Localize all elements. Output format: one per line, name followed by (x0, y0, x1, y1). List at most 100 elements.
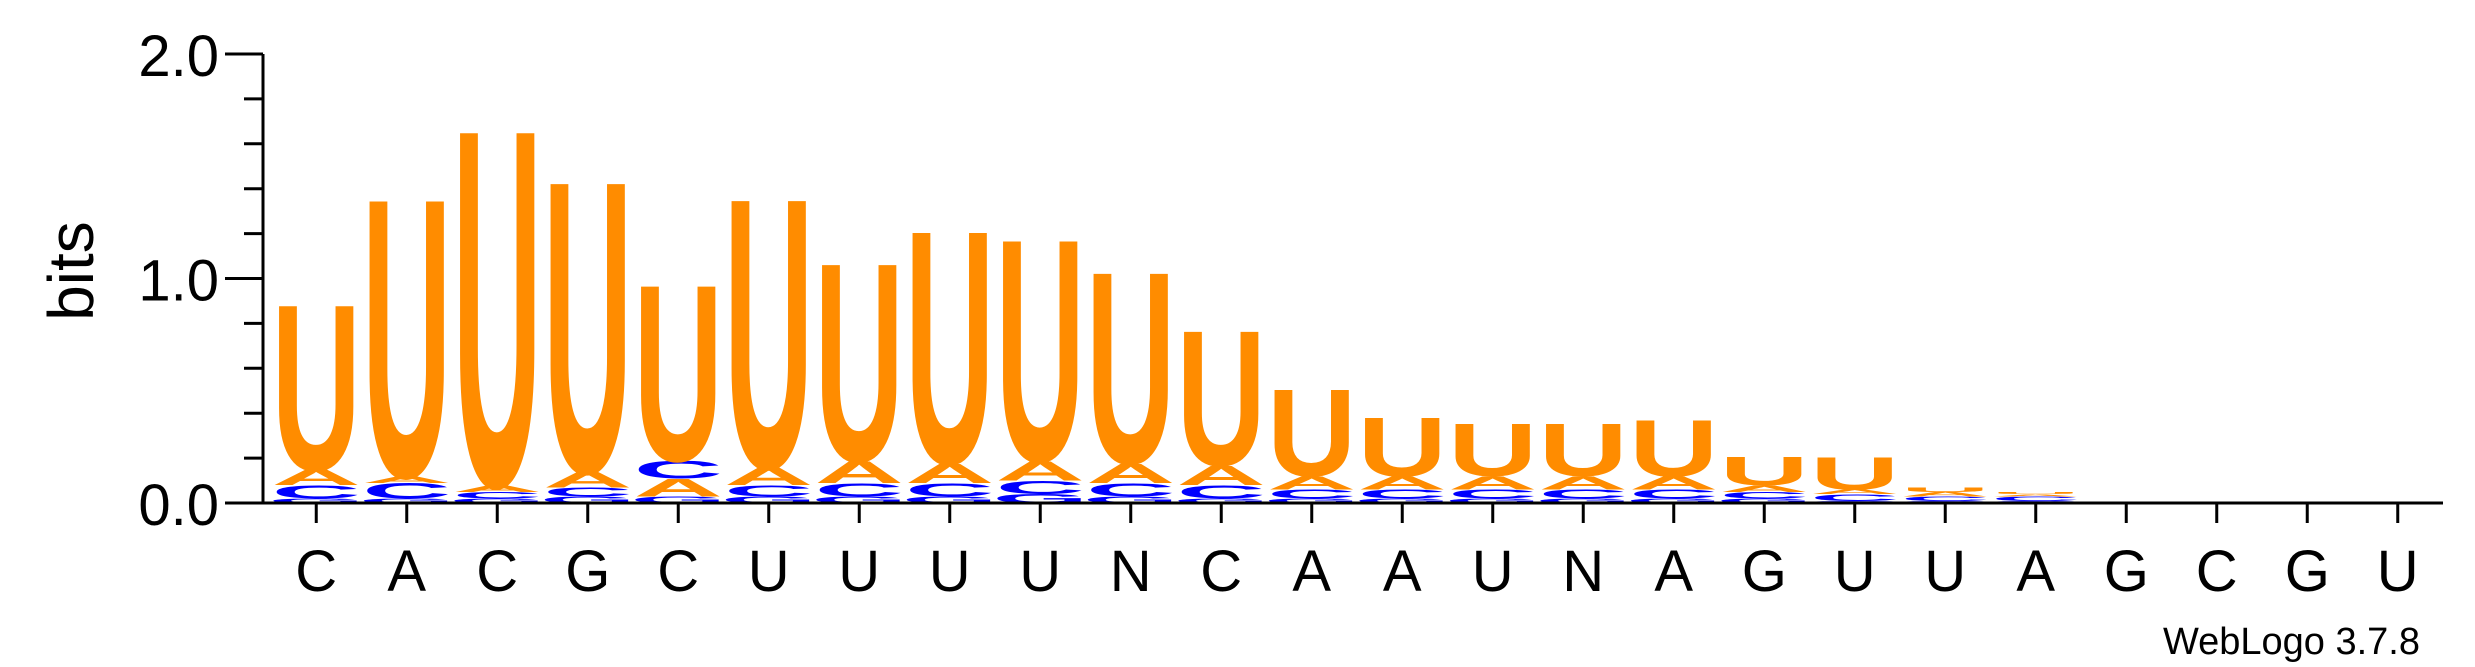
letter-glyph: C (1177, 482, 1266, 503)
letter-glyph: C (634, 456, 723, 484)
stack-letter-G: G (811, 495, 907, 505)
letter-glyph: U (1177, 291, 1266, 507)
letter-glyph: C (1267, 487, 1356, 501)
letter-glyph: C (1991, 495, 2080, 502)
stack-letter-A: A (362, 474, 451, 484)
stack-letter-U: U (453, 22, 542, 594)
stack-letter-U: U (543, 95, 632, 562)
letter-glyph: U (724, 117, 813, 549)
stack-letter-A: A (1086, 457, 1175, 488)
stack-letter-C: C (453, 490, 542, 500)
stack-letter-G: G (1535, 497, 1631, 504)
letter-glyph: C (1358, 487, 1447, 501)
stack-letter-A: A (815, 455, 904, 490)
position-label: U (1019, 539, 1061, 604)
stack-letter-C: C (272, 482, 361, 503)
letter-glyph: U (453, 22, 542, 594)
stack-letter-U: U (1720, 449, 1809, 494)
stack-letter-C: C (1629, 487, 1718, 501)
position-label: A (1383, 539, 1422, 604)
letter-glyph: U (1720, 449, 1809, 494)
axes: 0.01.02.0C A C G C U U U U N C A A U N A G U U A G C G U (138, 24, 2443, 604)
position-label: U (1834, 539, 1876, 604)
stack-letter-A: A (1267, 473, 1356, 494)
position-label: C (476, 539, 518, 604)
logo-stacks: GCAUGCAUGCAUGCAUGACUGCAUGCAUGCAUGCAUGCAU… (268, 22, 2084, 594)
position-label: C (1200, 539, 1242, 604)
position-label: U (838, 539, 880, 604)
stack-letter-G: G (1626, 497, 1722, 504)
letter-glyph: C (1629, 487, 1718, 501)
letter-glyph: A (1720, 483, 1809, 493)
stack-letter-A: A (634, 474, 723, 502)
stack-letter-U: U (1901, 486, 1990, 493)
stack-letter-A: A (453, 483, 542, 493)
letter-glyph: C (362, 479, 451, 503)
stack-letter-C: C (1901, 495, 1990, 502)
letter-glyph: C (453, 490, 542, 500)
letter-glyph: C (1720, 490, 1809, 500)
stack-letter-A: A (905, 457, 994, 488)
stack-letter-G: G (1173, 497, 1269, 504)
stack-letter-U: U (1629, 403, 1718, 494)
stack-letter-A: A (724, 462, 813, 490)
letter-glyph: G (902, 495, 998, 505)
letter-glyph: U (1539, 409, 1628, 493)
letter-glyph: A (453, 483, 542, 493)
letter-glyph: A (1539, 473, 1628, 494)
letter-glyph: C (996, 477, 1085, 498)
stack-letter-G: G (268, 497, 364, 504)
stack-letter-C: C (905, 479, 994, 500)
stack-letter-C: C (362, 479, 451, 503)
position-label: G (2285, 539, 2330, 604)
stack-letter-G: G (359, 497, 455, 504)
stack-letter-G: G (449, 497, 545, 504)
letter-glyph: U (905, 162, 994, 535)
letter-glyph: C (1901, 495, 1990, 502)
stack-letter-C: C (634, 456, 723, 484)
stack-letter-U: U (272, 256, 361, 521)
stack-letter-A: A (543, 468, 632, 492)
letter-glyph: A (1629, 473, 1718, 494)
stack-letter-G: G (721, 495, 817, 505)
stack-letter-U: U (815, 205, 904, 521)
stack-letter-A: A (996, 455, 1085, 486)
stack-letter-U: U (1539, 409, 1628, 493)
position-label: U (748, 539, 790, 604)
stack-letter-U: U (1177, 291, 1266, 507)
stack-letter-G: G (1083, 495, 1179, 505)
letter-glyph: A (724, 462, 813, 490)
stack-letter-A: A (1991, 493, 2080, 496)
letter-glyph: A (1991, 493, 2080, 496)
position-label: C (295, 539, 337, 604)
stack-letter-U: U (1810, 447, 1899, 500)
stack-letter-C: C (1539, 487, 1628, 501)
position-label: G (1742, 539, 1787, 604)
stack-letter-U: U (1358, 400, 1447, 494)
letter-glyph: U (1901, 486, 1990, 493)
letter-glyph: A (905, 457, 994, 488)
stack-letter-A: A (1177, 460, 1266, 491)
letter-glyph: U (272, 256, 361, 521)
letter-glyph: U (1448, 409, 1537, 493)
stack-letter-A: A (1720, 483, 1809, 493)
letter-glyph: C (1448, 487, 1537, 501)
letter-glyph: G (1173, 497, 1269, 504)
position-label: A (1292, 539, 1331, 604)
letter-glyph: A (1901, 491, 1990, 498)
position-label: U (1472, 539, 1514, 604)
position-label: A (2016, 539, 2055, 604)
y-tick-label: 2.0 (138, 24, 219, 89)
stack-letter-A: A (1629, 473, 1718, 494)
stack-letter-U: U (1086, 215, 1175, 522)
letter-glyph: U (1810, 447, 1899, 500)
stack-letter-C: C (1267, 487, 1356, 501)
stack-letter-A: A (272, 465, 361, 489)
letter-glyph: A (1177, 460, 1266, 491)
stack-letter-U: U (1448, 409, 1537, 493)
letter-glyph: A (543, 468, 632, 492)
letter-glyph: G (359, 497, 455, 504)
position-label: C (657, 539, 699, 604)
stack-letter-C: C (543, 485, 632, 499)
